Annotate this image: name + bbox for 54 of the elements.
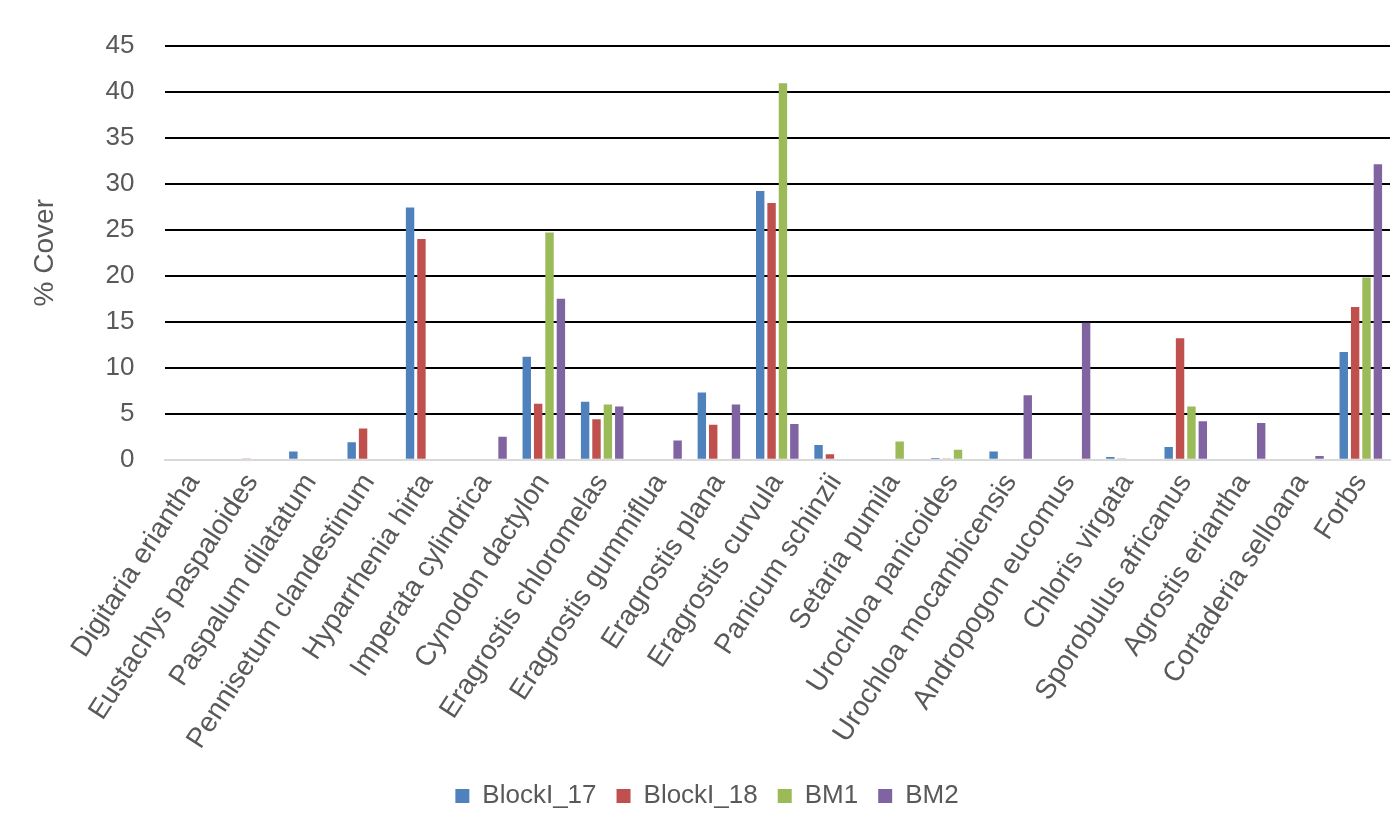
y-tick-label: 30	[105, 166, 135, 197]
bar	[895, 441, 904, 459]
bar	[673, 440, 682, 459]
bar	[1198, 421, 1208, 459]
bar	[580, 401, 590, 459]
bar	[289, 451, 298, 459]
bar	[417, 238, 426, 459]
legend-label: BlockI_17	[482, 779, 597, 810]
y-tick-label: 0	[120, 442, 135, 473]
bar	[545, 232, 554, 459]
legend-label: BM2	[905, 779, 959, 810]
bar	[1362, 277, 1371, 459]
y-tick-label: 35	[105, 120, 135, 151]
y-axis-title: % Cover	[27, 199, 59, 307]
bar	[556, 298, 566, 459]
legend-label: BM1	[804, 779, 859, 810]
bar	[1350, 307, 1360, 459]
bar	[603, 404, 613, 459]
bar	[347, 442, 356, 459]
bar	[1164, 446, 1173, 459]
bar	[1187, 406, 1196, 459]
bar	[522, 356, 531, 459]
bar	[1315, 456, 1324, 459]
bar	[778, 83, 788, 459]
bar	[731, 404, 741, 459]
bar	[989, 451, 998, 459]
y-tick-label: 10	[105, 350, 135, 381]
bar	[1256, 422, 1266, 459]
bar	[1175, 338, 1185, 459]
y-tick-label: 20	[105, 258, 135, 289]
bar	[358, 428, 368, 459]
bar	[1373, 164, 1383, 459]
bar	[697, 392, 707, 459]
bar	[709, 424, 718, 459]
y-tick-label: 40	[105, 74, 135, 105]
y-tick-label: 25	[105, 212, 135, 243]
bar	[814, 445, 823, 459]
bar	[592, 419, 601, 459]
bar	[790, 423, 799, 459]
legend-label: BlockI_18	[643, 779, 758, 810]
y-tick-label: 5	[120, 396, 135, 427]
bar	[1023, 395, 1032, 459]
bar	[498, 436, 507, 459]
bar	[405, 207, 415, 459]
bar	[825, 454, 835, 459]
bar	[1339, 352, 1348, 459]
bar	[615, 406, 624, 459]
bar	[1081, 322, 1091, 459]
bar	[767, 203, 776, 459]
bar	[953, 449, 963, 459]
bar	[755, 191, 765, 459]
y-tick-label: 45	[105, 28, 135, 59]
y-tick-label: 15	[105, 304, 135, 335]
bar	[533, 403, 543, 459]
